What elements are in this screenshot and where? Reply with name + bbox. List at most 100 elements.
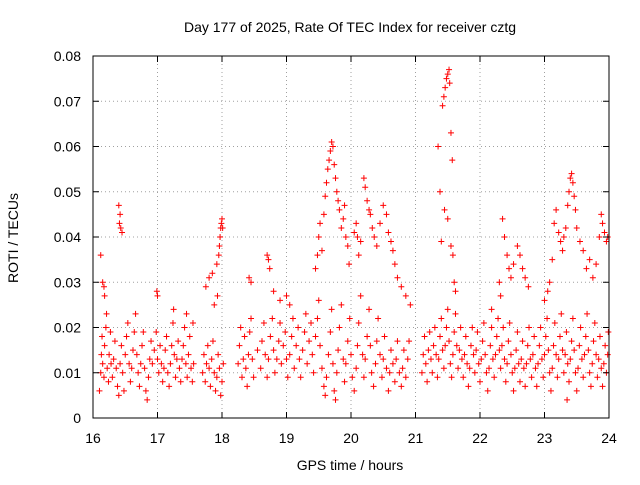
data-point <box>265 356 272 363</box>
data-point <box>421 333 428 340</box>
data-point <box>96 387 103 394</box>
data-point <box>306 338 313 345</box>
data-point <box>462 333 469 340</box>
data-point <box>580 374 587 381</box>
data-point <box>216 243 223 250</box>
data-point <box>99 360 106 367</box>
x-tick-label: 23 <box>537 430 553 446</box>
data-point <box>569 179 576 186</box>
data-point <box>578 356 585 363</box>
data-point <box>402 292 409 299</box>
data-point <box>208 356 215 363</box>
data-point <box>540 374 547 381</box>
data-point <box>486 365 493 372</box>
data-point <box>123 333 130 340</box>
data-point <box>493 333 500 340</box>
data-point <box>129 347 136 354</box>
data-point <box>137 360 144 367</box>
data-point <box>553 351 560 358</box>
data-point <box>449 157 456 164</box>
data-point <box>206 274 213 281</box>
data-point <box>326 157 333 164</box>
data-point <box>314 315 321 322</box>
data-point <box>536 342 543 349</box>
data-point <box>488 306 495 313</box>
data-point <box>460 374 467 381</box>
data-point <box>246 274 253 281</box>
data-point <box>115 202 122 209</box>
data-point <box>133 351 140 358</box>
data-point <box>541 351 548 358</box>
data-point <box>289 315 296 322</box>
data-point <box>344 338 351 345</box>
data-point <box>584 310 591 317</box>
data-point <box>128 365 135 372</box>
data-point <box>237 324 244 331</box>
data-point <box>586 369 593 376</box>
data-point <box>145 374 152 381</box>
data-point <box>511 365 518 372</box>
data-point <box>346 261 353 268</box>
data-point <box>341 202 348 209</box>
data-point <box>331 387 338 394</box>
data-point <box>443 324 450 331</box>
data-point <box>473 347 480 354</box>
data-point <box>522 274 529 281</box>
data-point <box>583 265 590 272</box>
data-point <box>510 387 517 394</box>
data-point <box>284 374 291 381</box>
data-point <box>141 365 148 372</box>
data-point <box>291 365 298 372</box>
data-point <box>550 342 557 349</box>
data-point <box>323 179 330 186</box>
data-point <box>603 238 610 245</box>
data-point <box>596 333 603 340</box>
data-point <box>155 369 162 376</box>
data-point <box>465 383 472 390</box>
data-point <box>220 360 227 367</box>
data-point <box>448 374 455 381</box>
data-point <box>505 338 512 345</box>
data-point <box>495 315 502 322</box>
data-point <box>562 351 569 358</box>
data-point <box>354 234 361 240</box>
data-point <box>202 378 209 385</box>
data-point <box>354 342 361 349</box>
data-point <box>295 324 302 331</box>
data-point <box>504 252 511 259</box>
data-point <box>571 193 578 200</box>
data-point <box>598 365 605 372</box>
data-point <box>447 360 454 367</box>
data-point <box>469 324 476 331</box>
data-point <box>144 396 151 403</box>
data-point <box>407 301 414 308</box>
data-point <box>136 383 143 390</box>
data-point <box>383 365 390 372</box>
data-point <box>273 356 280 363</box>
data-point <box>451 279 458 286</box>
data-point <box>254 347 261 354</box>
data-point <box>497 365 504 372</box>
data-point <box>173 356 180 363</box>
data-point <box>258 338 265 345</box>
data-point <box>545 347 552 354</box>
data-point <box>186 333 193 340</box>
data-point <box>510 261 517 268</box>
data-point <box>114 383 121 390</box>
data-point <box>119 229 126 236</box>
data-point <box>323 374 330 381</box>
data-point <box>398 383 405 390</box>
data-point <box>602 342 609 349</box>
data-point <box>439 347 446 354</box>
y-tick-label: 0.04 <box>54 229 81 245</box>
data-point <box>531 333 538 340</box>
data-point <box>107 329 114 336</box>
data-point <box>504 360 511 367</box>
data-point <box>549 256 556 263</box>
data-point <box>117 360 124 367</box>
data-point <box>464 360 471 367</box>
data-point <box>446 80 453 87</box>
x-tick-label: 20 <box>343 430 359 446</box>
data-point <box>341 378 348 385</box>
